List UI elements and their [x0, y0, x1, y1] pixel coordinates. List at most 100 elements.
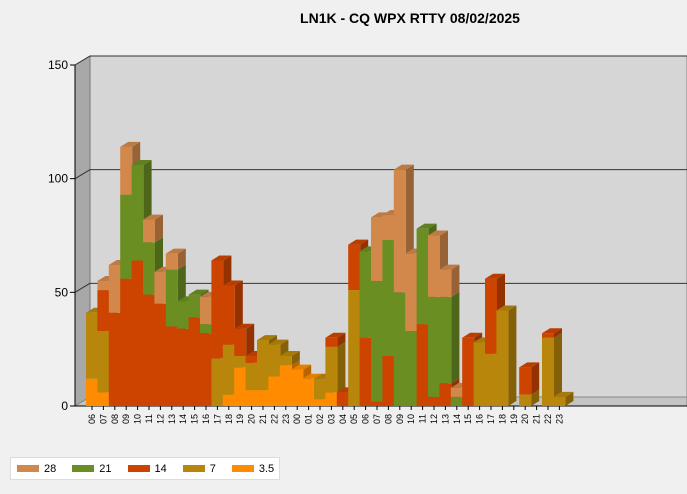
- y-tick-label: 100: [48, 172, 68, 186]
- bar-segment-side: [246, 323, 255, 356]
- x-tick-label: 22: [543, 414, 553, 424]
- x-tick-label: 15: [463, 414, 473, 424]
- legend-label: 7: [209, 462, 216, 475]
- x-tick-label: 10: [406, 414, 416, 424]
- legend-swatch: [231, 465, 254, 472]
- bar-segment: [439, 296, 452, 384]
- bar-segment: [222, 285, 235, 345]
- bar-segment: [86, 378, 98, 406]
- x-tick-label: 16: [475, 414, 485, 424]
- x-tick-label: 02: [315, 414, 325, 424]
- bar-segment: [405, 253, 418, 331]
- legend-item: 3.5: [231, 463, 274, 475]
- x-tick-label: 18: [497, 414, 507, 424]
- x-tick-label: 20: [247, 414, 257, 424]
- gridline-side: [74, 55, 91, 66]
- x-tick-label: 03: [326, 414, 336, 424]
- legend-swatch: [72, 465, 95, 472]
- bar-top: [553, 391, 574, 397]
- bar-segment: [382, 215, 395, 241]
- bar-segment: [405, 330, 418, 406]
- bar-segment: [428, 235, 440, 297]
- gridline-side: [74, 169, 91, 180]
- bar-segment: [120, 278, 133, 406]
- bar-segment: [325, 392, 338, 406]
- bar-top: [439, 264, 460, 270]
- bar-top: [416, 223, 437, 229]
- bar-segment: [257, 390, 269, 406]
- bar-top: [131, 160, 152, 166]
- bar-top: [257, 335, 277, 341]
- bar-segment: [245, 355, 258, 363]
- bar-segment: [325, 346, 338, 393]
- bar-segment: [97, 330, 110, 393]
- x-tick-label: 13: [167, 414, 177, 424]
- bar-segment-side: [155, 214, 163, 243]
- bar-segment: [200, 333, 212, 406]
- bar-segment-side: [451, 264, 460, 297]
- x-tick-label: 08: [383, 414, 393, 424]
- x-tick-label: 06: [87, 414, 97, 424]
- bar-top: [348, 239, 369, 245]
- legend-label: 28: [44, 462, 57, 475]
- bar-segment: [177, 301, 190, 329]
- bar-segment: [177, 328, 190, 406]
- chart-title: LN1K - CQ WPX RTTY 08/02/2025: [300, 10, 520, 26]
- bar-segment: [519, 367, 532, 395]
- bar-segment: [279, 365, 292, 406]
- bar-segment: [393, 169, 406, 293]
- bar-segment: [165, 269, 178, 327]
- bar-segment: [485, 278, 497, 354]
- bar-segment: [268, 344, 281, 377]
- x-tick-label: 17: [212, 414, 222, 424]
- bar-segment: [97, 290, 110, 331]
- x-tick-label: 11: [144, 414, 154, 423]
- bar-top: [120, 141, 141, 147]
- bar-segment-side: [554, 328, 562, 338]
- x-tick-label: 00: [292, 414, 302, 424]
- bar-segment: [542, 337, 554, 406]
- bar-segment: [154, 271, 167, 304]
- bar-segment: [428, 296, 440, 397]
- bar-top: [302, 373, 323, 379]
- bar-segment: [97, 280, 110, 291]
- bar-segment: [314, 399, 326, 406]
- bar-segment: [393, 292, 406, 406]
- bar-top: [291, 364, 312, 370]
- bar-segment: [154, 303, 167, 406]
- bar-segment: [120, 194, 133, 279]
- bar-segment: [279, 355, 292, 366]
- legend-label: 21: [99, 462, 112, 475]
- bar-segment: [108, 312, 121, 406]
- bar-top: [279, 350, 300, 356]
- bar-segment: [302, 378, 315, 406]
- x-tick-label: 16: [201, 414, 211, 424]
- legend-item: 21: [72, 462, 112, 475]
- x-tick-label: 06: [361, 414, 371, 424]
- bar-segment: [371, 217, 383, 281]
- bar-segment: [371, 280, 383, 402]
- bar-segment: [211, 260, 224, 359]
- bar-segment: [245, 390, 258, 406]
- bar-segment: [257, 340, 269, 391]
- bar-segment: [439, 269, 452, 297]
- bar-segment-side: [531, 389, 540, 406]
- bar-top: [519, 362, 540, 368]
- bar-segment: [382, 355, 395, 406]
- bar-segment: [188, 294, 201, 318]
- bar-segment: [450, 387, 463, 397]
- bar-segment: [542, 333, 554, 338]
- bar-segment-side: [531, 362, 540, 395]
- x-tick-label: 22: [269, 414, 279, 424]
- x-tick-label: 09: [395, 414, 405, 424]
- bar-top: [268, 339, 289, 345]
- bar-segment: [188, 317, 201, 406]
- bar-segment: [86, 312, 98, 379]
- bar-segment: [314, 378, 326, 400]
- bar-segment-side: [337, 332, 346, 347]
- x-tick-label: 14: [178, 414, 188, 424]
- bar-top: [485, 273, 505, 279]
- x-tick-label: 21: [258, 414, 268, 424]
- x-tick-label: 07: [372, 414, 382, 424]
